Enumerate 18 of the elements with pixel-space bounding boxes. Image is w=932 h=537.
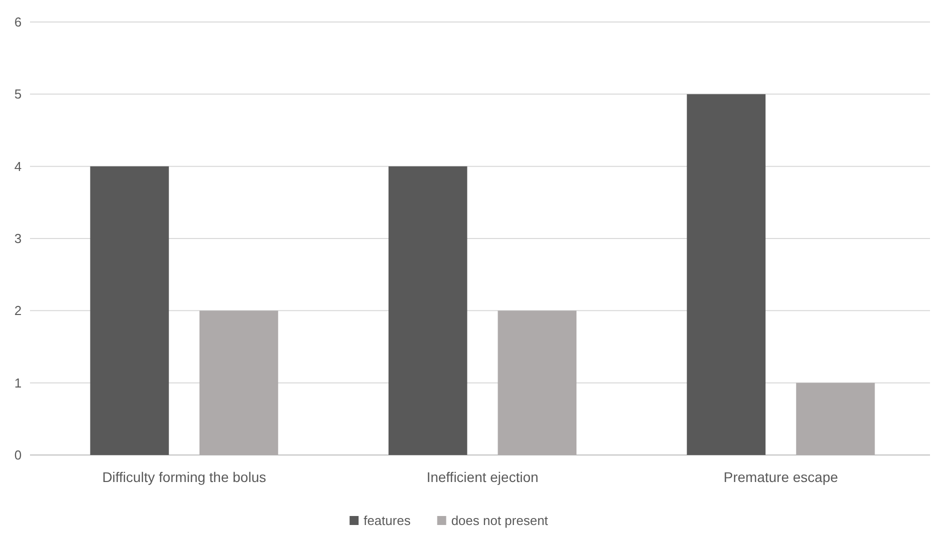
bar [686,94,766,455]
bar [498,310,576,455]
y-tick-label: 6 [14,14,22,30]
x-tick-label: Premature escape [724,469,838,485]
x-tick-label: Inefficient ejection [426,469,538,485]
bar [90,166,169,455]
y-tick-label: 1 [14,375,22,390]
y-tick-label: 0 [14,448,22,463]
x-tick-label: Difficulty forming the bolus [102,469,266,485]
y-tick-label: 4 [14,158,22,174]
legend-label: features [364,513,412,528]
bar [199,310,278,455]
y-tick-label: 5 [14,86,22,102]
legend-label: does not present [451,513,548,528]
y-tick-label: 2 [14,303,22,318]
bar [796,382,875,455]
bar [388,166,468,455]
y-tick-label: 3 [14,231,22,246]
